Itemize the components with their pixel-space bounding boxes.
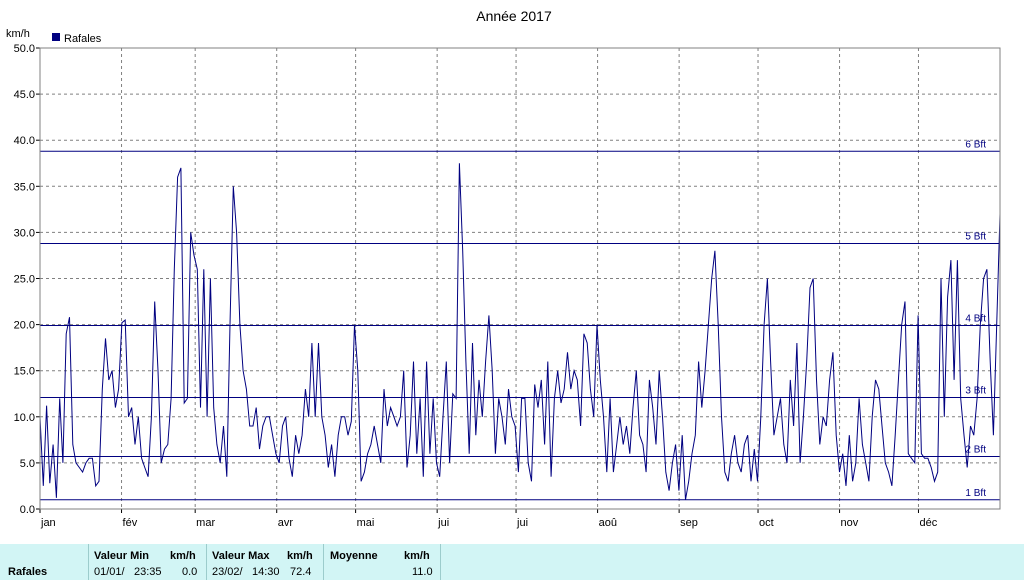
y-tick-label: 30.0 <box>14 227 35 239</box>
x-tick-label: jan <box>40 517 56 529</box>
y-axis-label: km/h <box>6 28 30 40</box>
min-time: 23:35 <box>134 566 162 578</box>
x-tick-label: jui <box>437 517 449 529</box>
chart-title: Année 2017 <box>476 8 552 24</box>
min-date: 01/01/ <box>94 566 125 578</box>
divider <box>440 544 441 580</box>
divider <box>323 544 324 580</box>
max-header: Valeur Max <box>212 550 270 562</box>
legend-label: Rafales <box>64 33 102 45</box>
y-tick-label: 25.0 <box>14 274 35 286</box>
y-tick-label: 15.0 <box>14 366 35 378</box>
y-axis: 0.0 5.0 10.0 15.0 20.0 25.0 30.0 35.0 40.0 45.0 50… <box>14 43 40 516</box>
gust-chart: Année 2017 km/h Rafales 1 Bft 2 Bft 3 Bft 4… <box>6 8 1001 529</box>
beaufort-label: 4 Bft <box>965 314 986 325</box>
stats-panel: Rafales Valeur Min km/h 01/01/ 23:35 0.0… <box>0 544 1024 580</box>
x-tick-label: fév <box>123 517 138 529</box>
x-tick-label: jui <box>516 517 528 529</box>
max-unit: km/h <box>287 550 313 562</box>
beaufort-label: 2 Bft <box>965 444 986 455</box>
min-value: 0.0 <box>182 566 198 578</box>
y-tick-label: 5.0 <box>20 458 35 470</box>
series-line-gusts <box>39 163 1001 500</box>
legend: Rafales <box>52 33 102 45</box>
beaufort-label: 3 Bft <box>965 385 986 396</box>
x-tick-label: oct <box>759 517 774 529</box>
mean-unit: km/h <box>404 550 430 562</box>
x-tick-label: mai <box>357 517 375 529</box>
min-unit: km/h <box>170 550 196 562</box>
plot-frame <box>39 47 1001 510</box>
x-tick-label: avr <box>278 517 294 529</box>
y-tick-label: 50.0 <box>14 43 35 55</box>
x-tick-label: nov <box>841 517 859 529</box>
y-tick-label: 45.0 <box>14 89 35 101</box>
legend-swatch <box>52 33 60 41</box>
max-time: 14:30 <box>252 566 280 578</box>
x-tick-label: déc <box>919 517 937 529</box>
mean-value: 11.0 <box>412 566 433 578</box>
divider <box>88 544 89 580</box>
x-tick-label: mar <box>196 517 215 529</box>
beaufort-label: 5 Bft <box>965 231 986 242</box>
x-tick-label: sep <box>680 517 698 529</box>
y-tick-label: 0.0 <box>20 504 35 516</box>
beaufort-label: 1 Bft <box>965 488 986 499</box>
series-area <box>39 163 1001 500</box>
beaufort-label: 6 Bft <box>965 139 986 150</box>
x-tick-label: aoû <box>599 517 617 529</box>
max-date: 23/02/ <box>212 566 243 578</box>
y-tick-label: 10.0 <box>14 412 35 424</box>
x-axis: jan fév mar avr mai jui jui aoû sep oct nov déc <box>39 509 938 529</box>
mean-header: Moyenne <box>330 550 378 562</box>
divider <box>206 544 207 580</box>
grid <box>40 48 1000 509</box>
y-tick-label: 40.0 <box>14 135 35 147</box>
y-tick-label: 20.0 <box>14 320 35 332</box>
y-tick-label: 35.0 <box>14 181 35 193</box>
stats-row-label: Rafales <box>8 566 48 578</box>
max-value: 72.4 <box>290 566 312 578</box>
min-header: Valeur Min <box>94 550 150 562</box>
